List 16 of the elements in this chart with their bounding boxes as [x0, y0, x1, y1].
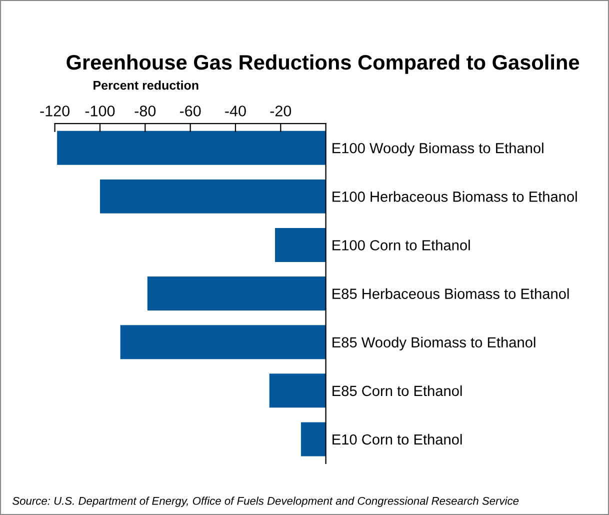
y-tick-label: E85 Herbaceous Biomass to Ethanol — [332, 288, 569, 299]
x-tick-label: -60 — [180, 106, 201, 116]
y-tick-label: E100 Woody Biomass to Ethanol — [332, 142, 544, 156]
y-tick-label: E100 Corn to Ethanol — [332, 240, 470, 250]
y-tick-label: E85 Corn to Ethanol — [332, 385, 462, 396]
x-tick-label: -20 — [270, 106, 292, 116]
chart-title: Greenhouse Gas Reductions Compared to Gasoline — [66, 54, 580, 74]
y-tick-label: E10 Corn to Ethanol — [332, 434, 462, 445]
x-tick-label: -120 — [40, 106, 70, 116]
y-tick-label: E85 Woody Biomass to Ethanol — [332, 336, 536, 350]
x-tick-label: -40 — [225, 106, 246, 116]
x-axis-title: Percent reduction — [94, 80, 198, 90]
x-tick-label: -80 — [134, 106, 156, 116]
x-tick-label: -100 — [85, 106, 115, 116]
y-tick-label: E100 Herbaceous Biomass to Ethanol — [332, 191, 577, 202]
source-note: Source: U.S. Department of Energy, Office of Fuels Development and Congressional Research Service — [12, 496, 519, 508]
